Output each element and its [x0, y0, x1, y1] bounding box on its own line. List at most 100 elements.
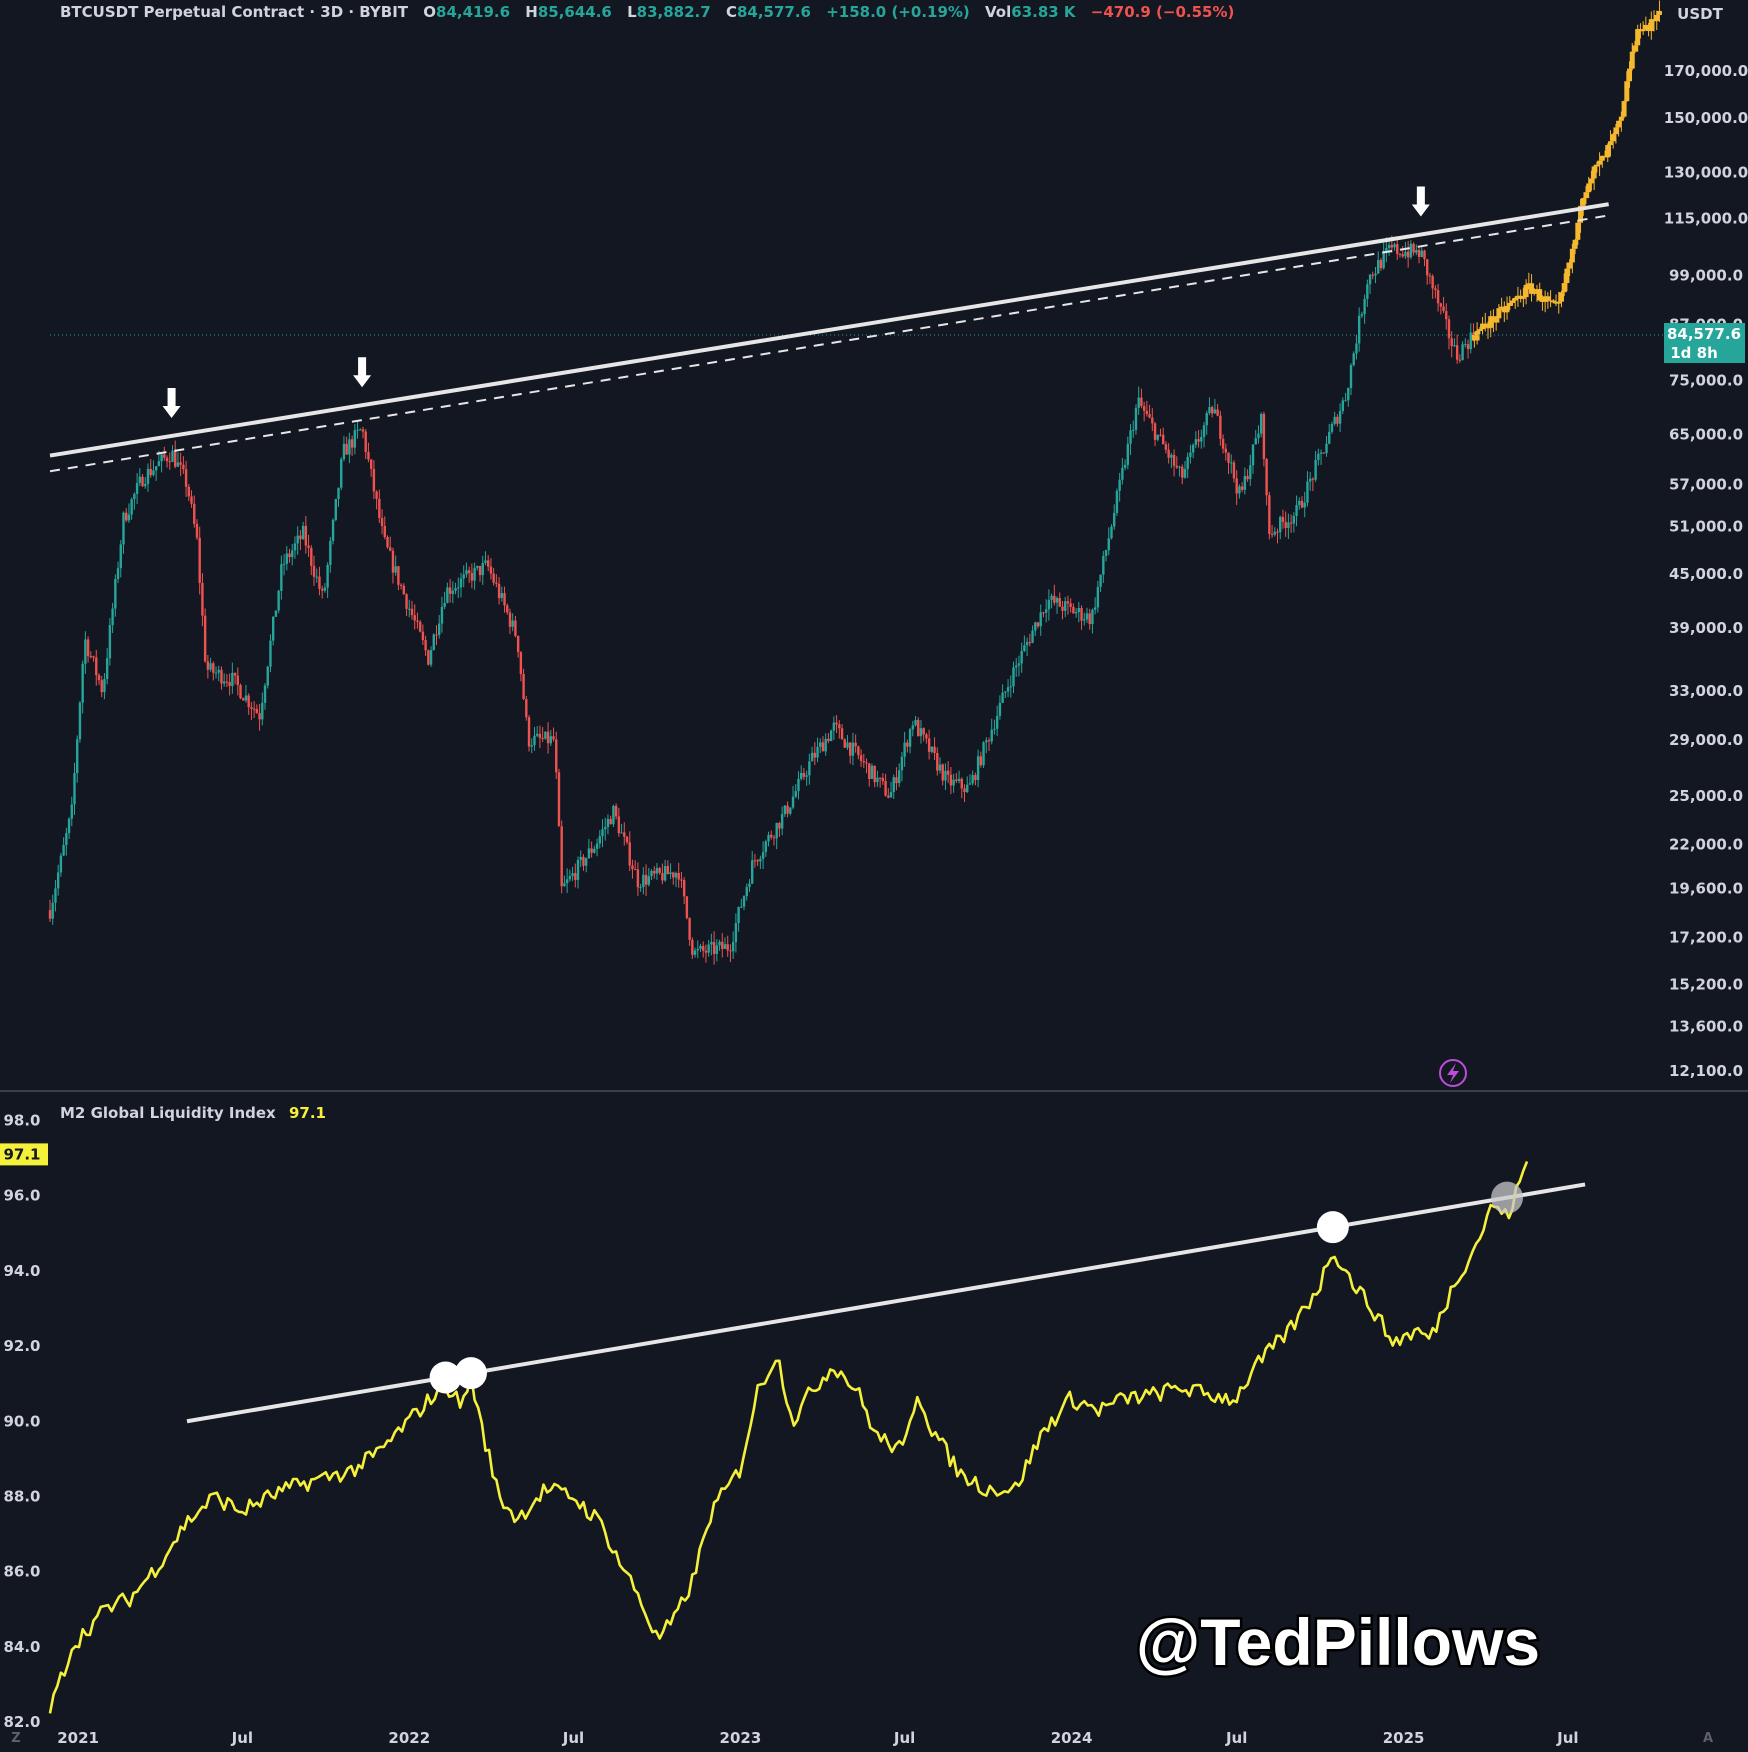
price-candle — [1311, 478, 1315, 480]
price-candle — [819, 742, 822, 747]
price-candle — [949, 774, 953, 786]
price-candle — [236, 675, 240, 686]
price-candle — [350, 439, 354, 448]
price-candle — [1308, 478, 1312, 482]
price-candle — [307, 545, 310, 548]
price-candle — [680, 879, 683, 881]
price-axis[interactable]: USDT 170,000.0 150,000.0 130,000.0 115,000.… — [1664, 0, 1748, 1090]
price-candle — [1232, 462, 1236, 479]
time-axis[interactable]: 2021 Jul 2022 Jul 2023 Jul 2024 Jul 2025 Jul — [57, 1729, 1578, 1747]
price-candle — [184, 469, 188, 487]
price-candle — [1298, 500, 1301, 506]
price-candle — [544, 731, 547, 739]
price-candle — [718, 941, 721, 946]
symbol-title[interactable]: BTCUSDT Perpetual Contract · 3D · BYBIT — [60, 3, 409, 21]
price-candle — [1009, 686, 1012, 688]
projection-candle — [1482, 323, 1488, 328]
projection-candle — [1569, 248, 1575, 263]
price-candle — [1061, 606, 1064, 611]
price-candle — [516, 635, 520, 653]
lightning-icon[interactable] — [1439, 1059, 1467, 1087]
projection-candle — [1575, 222, 1581, 240]
price-candle — [359, 429, 362, 431]
m2-title[interactable]: M2 Global Liquidity Index — [60, 1104, 276, 1122]
price-candle — [48, 910, 52, 919]
price-candle — [614, 805, 618, 817]
price-candle — [1156, 434, 1159, 440]
price-candle — [1347, 387, 1350, 401]
high-value: 85,644.6 — [538, 3, 612, 21]
price-candle — [233, 672, 237, 676]
price-candle — [1317, 453, 1320, 460]
price-candle — [1357, 315, 1361, 344]
price-candle — [767, 834, 770, 842]
price-candle — [1110, 526, 1113, 539]
price-candle — [154, 466, 158, 471]
m2-axis[interactable]: 98.0 96.0 94.0 92.0 90.0 88.0 86.0 84.0 82.0 97.… — [0, 1112, 48, 1731]
close-value: 84,577.6 — [737, 3, 811, 21]
price-candle — [506, 605, 509, 613]
price-candle — [487, 560, 490, 567]
price-candle — [331, 519, 335, 541]
price-tick-label: 170,000.0 — [1664, 62, 1748, 80]
price-candle — [1200, 436, 1203, 442]
price-candle — [1352, 353, 1355, 366]
price-candle — [1235, 478, 1238, 494]
price-candle — [601, 829, 604, 837]
price-candle — [761, 852, 765, 859]
price-candle — [1336, 416, 1339, 424]
high-label: H — [525, 3, 538, 21]
price-candle — [97, 675, 101, 681]
price-candle — [217, 669, 220, 673]
price-candle — [710, 942, 713, 945]
price-candle — [802, 772, 806, 777]
price-candle — [353, 430, 357, 448]
price-candle — [658, 868, 661, 873]
price-candle — [127, 514, 131, 521]
price-candle — [73, 773, 76, 805]
price-candle — [1398, 253, 1402, 255]
projection-candle — [1597, 160, 1603, 165]
price-candle — [1134, 407, 1138, 430]
price-candle — [770, 834, 773, 838]
price-candle — [470, 572, 474, 581]
price-candle — [688, 918, 691, 940]
price-candle — [696, 948, 699, 951]
price-projection — [1471, 0, 1662, 348]
price-candle — [125, 512, 128, 521]
currency-label[interactable]: USDT — [1677, 5, 1723, 23]
price-candle — [571, 873, 574, 877]
price-candle — [1268, 495, 1271, 534]
price-candle — [318, 576, 321, 589]
price-candle — [1289, 522, 1293, 524]
projection-candle — [1523, 284, 1529, 298]
price-candle — [862, 761, 866, 763]
price-candle — [451, 590, 455, 594]
price-tick-label: 150,000.0 — [1664, 109, 1748, 127]
price-candle — [835, 722, 838, 725]
price-candle — [421, 631, 425, 641]
price-candle — [304, 525, 308, 546]
price-candle — [1306, 481, 1309, 503]
price-candle — [405, 594, 408, 609]
price-candle — [70, 804, 73, 819]
price-candle — [244, 695, 248, 701]
price-candle — [1262, 413, 1266, 460]
projection-candle — [1534, 289, 1540, 292]
corner-left-label[interactable]: Z — [11, 1731, 20, 1746]
price-candle — [974, 775, 977, 781]
resistance-trendline-dashed — [49, 214, 1609, 473]
price-candle — [857, 746, 860, 756]
price-candle — [179, 462, 182, 465]
corner-right-label[interactable]: A — [1703, 1731, 1713, 1746]
projection-candle — [1629, 51, 1635, 69]
price-candle — [628, 842, 631, 866]
price-candle — [655, 868, 659, 874]
price-candle — [546, 731, 550, 744]
price-candle — [454, 587, 457, 591]
time-tick-label: 2021 — [57, 1729, 99, 1747]
touch-circle-marker — [1316, 1211, 1349, 1244]
price-tick-label: 12,100.0 — [1669, 1062, 1743, 1080]
price-tick-label: 33,000.0 — [1669, 682, 1743, 700]
price-candle — [1186, 456, 1189, 469]
